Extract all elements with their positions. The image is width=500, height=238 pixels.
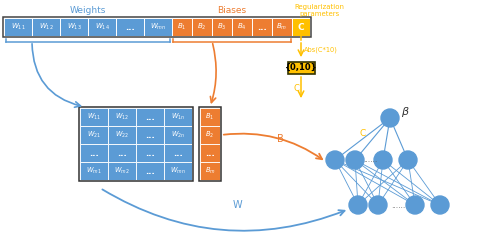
Text: $B_1$: $B_1$	[206, 112, 214, 122]
Text: $W_{mn}$: $W_{mn}$	[150, 22, 166, 32]
Text: ...: ...	[145, 130, 155, 139]
FancyBboxPatch shape	[80, 108, 108, 126]
Text: C: C	[294, 84, 300, 93]
Text: Biases: Biases	[218, 6, 246, 15]
FancyBboxPatch shape	[80, 144, 108, 162]
Text: $W_{2n}$: $W_{2n}$	[171, 130, 185, 140]
Text: $W_{m2}$: $W_{m2}$	[114, 166, 130, 176]
Text: W: W	[232, 200, 242, 210]
FancyBboxPatch shape	[4, 18, 32, 36]
FancyBboxPatch shape	[200, 162, 220, 180]
FancyBboxPatch shape	[136, 108, 164, 126]
FancyBboxPatch shape	[288, 61, 314, 74]
Text: ...: ...	[117, 149, 127, 158]
Text: ...: ...	[145, 167, 155, 175]
Circle shape	[349, 196, 367, 214]
FancyBboxPatch shape	[136, 162, 164, 180]
FancyBboxPatch shape	[172, 18, 192, 36]
FancyBboxPatch shape	[32, 18, 60, 36]
FancyBboxPatch shape	[60, 18, 88, 36]
FancyBboxPatch shape	[88, 18, 116, 36]
Text: ......: ......	[363, 155, 377, 164]
Text: ...: ...	[173, 149, 183, 158]
FancyBboxPatch shape	[80, 126, 108, 144]
Circle shape	[369, 196, 387, 214]
Text: $B_3$: $B_3$	[217, 22, 227, 32]
FancyBboxPatch shape	[252, 18, 272, 36]
Circle shape	[346, 151, 364, 169]
Text: ...: ...	[145, 113, 155, 122]
Text: $W_{m1}$: $W_{m1}$	[86, 166, 102, 176]
Text: C: C	[298, 23, 304, 31]
Text: $W_{11}$: $W_{11}$	[10, 22, 26, 32]
Text: $W_{12}$: $W_{12}$	[115, 112, 129, 122]
FancyBboxPatch shape	[164, 144, 192, 162]
Text: $B_2$: $B_2$	[206, 130, 214, 140]
FancyBboxPatch shape	[164, 108, 192, 126]
Text: B: B	[278, 134, 284, 144]
Text: $B_m$: $B_m$	[276, 22, 287, 32]
Text: $W_{12}$: $W_{12}$	[38, 22, 54, 32]
FancyBboxPatch shape	[292, 18, 310, 36]
Text: C: C	[360, 129, 366, 138]
Text: $W_{13}$: $W_{13}$	[66, 22, 82, 32]
FancyBboxPatch shape	[108, 108, 136, 126]
FancyBboxPatch shape	[108, 144, 136, 162]
Circle shape	[381, 109, 399, 127]
Text: ...: ...	[89, 149, 99, 158]
FancyBboxPatch shape	[200, 126, 220, 144]
Circle shape	[431, 196, 449, 214]
FancyBboxPatch shape	[192, 18, 212, 36]
Text: ...: ...	[125, 23, 135, 31]
FancyBboxPatch shape	[116, 18, 144, 36]
Text: ...: ...	[205, 149, 215, 158]
Text: $B_m$: $B_m$	[204, 166, 216, 176]
Circle shape	[374, 151, 392, 169]
Text: Weights: Weights	[70, 6, 106, 15]
Text: $W_{22}$: $W_{22}$	[115, 130, 129, 140]
FancyBboxPatch shape	[212, 18, 232, 36]
FancyBboxPatch shape	[272, 18, 292, 36]
Text: $W_{11}$: $W_{11}$	[87, 112, 101, 122]
Text: ...: ...	[257, 23, 267, 31]
Text: {0,10}: {0,10}	[284, 63, 318, 72]
Text: $W_{14}$: $W_{14}$	[94, 22, 110, 32]
Text: $B_2$: $B_2$	[198, 22, 206, 32]
Text: ...: ...	[145, 149, 155, 158]
Text: Abs(C*10): Abs(C*10)	[304, 47, 338, 53]
Text: $\beta$: $\beta$	[401, 105, 410, 119]
FancyBboxPatch shape	[164, 126, 192, 144]
Text: ......: ......	[391, 200, 405, 209]
Text: $W_{1n}$: $W_{1n}$	[171, 112, 185, 122]
FancyBboxPatch shape	[108, 162, 136, 180]
FancyBboxPatch shape	[136, 126, 164, 144]
Circle shape	[399, 151, 417, 169]
Circle shape	[406, 196, 424, 214]
FancyBboxPatch shape	[232, 18, 252, 36]
Circle shape	[326, 151, 344, 169]
Text: $W_{21}$: $W_{21}$	[87, 130, 101, 140]
Text: $B_1$: $B_1$	[178, 22, 186, 32]
Text: $B_4$: $B_4$	[237, 22, 247, 32]
FancyBboxPatch shape	[80, 162, 108, 180]
FancyBboxPatch shape	[136, 144, 164, 162]
Text: $W_{mn}$: $W_{mn}$	[170, 166, 186, 176]
Text: Regularization
parameters: Regularization parameters	[294, 4, 344, 17]
FancyBboxPatch shape	[164, 162, 192, 180]
FancyBboxPatch shape	[108, 126, 136, 144]
FancyBboxPatch shape	[200, 108, 220, 126]
FancyBboxPatch shape	[200, 144, 220, 162]
FancyBboxPatch shape	[144, 18, 172, 36]
